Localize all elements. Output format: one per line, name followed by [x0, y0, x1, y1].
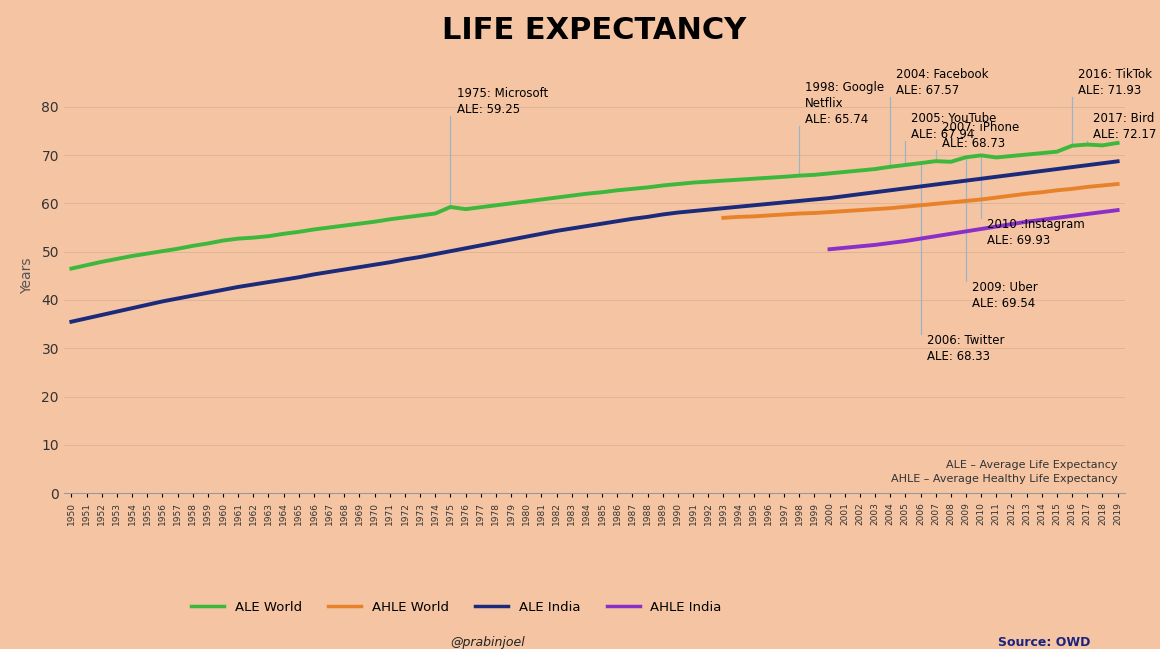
Text: ALE – Average Life Expectancy
AHLE – Average Healthy Life Expectancy: ALE – Average Life Expectancy AHLE – Ave… — [891, 460, 1117, 484]
Text: 2005: YouTube
ALE: 67.94: 2005: YouTube ALE: 67.94 — [912, 112, 996, 141]
Text: 2009: Uber
ALE: 69.54: 2009: Uber ALE: 69.54 — [972, 280, 1038, 310]
Legend: ALE World, AHLE World, ALE India, AHLE India: ALE World, AHLE World, ALE India, AHLE I… — [186, 596, 727, 619]
Text: 2010 :Instagram
ALE: 69.93: 2010 :Instagram ALE: 69.93 — [987, 218, 1085, 247]
Text: 2006: Twitter
ALE: 68.33: 2006: Twitter ALE: 68.33 — [927, 334, 1005, 363]
Text: 2004: Facebook
ALE: 67.57: 2004: Facebook ALE: 67.57 — [897, 68, 988, 97]
Text: 2007: iPhone
ALE: 68.73: 2007: iPhone ALE: 68.73 — [942, 121, 1018, 150]
Text: 1975: Microsoft
ALE: 59.25: 1975: Microsoft ALE: 59.25 — [457, 88, 548, 116]
Text: @prabinjoel: @prabinjoel — [450, 637, 524, 649]
Text: 1998: Google
Netflix
ALE: 65.74: 1998: Google Netflix ALE: 65.74 — [805, 81, 884, 126]
Text: 2017: Bird
ALE: 72.17: 2017: Bird ALE: 72.17 — [1094, 112, 1157, 141]
Text: Source: OWD: Source: OWD — [998, 637, 1090, 649]
Title: LIFE EXPECTANCY: LIFE EXPECTANCY — [442, 16, 747, 45]
Text: 2016: TikTok
ALE: 71.93: 2016: TikTok ALE: 71.93 — [1078, 68, 1152, 97]
Y-axis label: Years: Years — [21, 258, 35, 294]
